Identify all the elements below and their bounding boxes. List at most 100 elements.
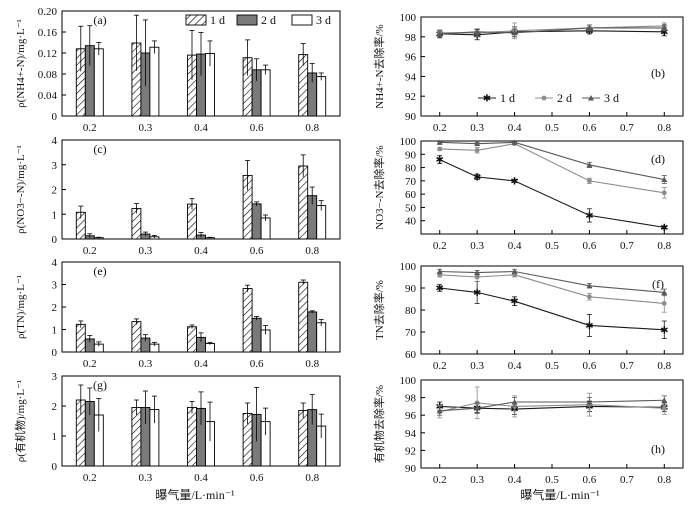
y-axis-label: ρ(TN)/mg·L⁻¹ xyxy=(15,275,27,339)
x-tick-label: 0.6 xyxy=(250,245,264,257)
y-tick-label: 0.08 xyxy=(38,69,58,81)
legend-marker: ✱ xyxy=(483,94,491,105)
y-axis-label: TN去除率/% xyxy=(372,280,386,340)
bar xyxy=(187,326,197,353)
y-tick-label: 50 xyxy=(405,202,417,214)
panel-f: 60 70 80 90 100 TN去除率/% 0.2 0.3 0.4 0.5 0.6 0.7 0.8 ✱… xyxy=(372,261,684,372)
bar xyxy=(131,321,142,353)
point-triangle xyxy=(436,407,443,414)
point-triangle xyxy=(474,28,481,35)
x-tick-label: 0.2 xyxy=(83,358,97,370)
series-line xyxy=(439,143,665,194)
x-tick-label: 0.2 xyxy=(83,245,97,257)
bar xyxy=(260,217,271,240)
bar xyxy=(75,323,86,353)
x-tick-label: 0.3 xyxy=(139,245,153,257)
point-triangle xyxy=(511,139,518,145)
y-tick-label: 0 xyxy=(52,347,58,359)
y-axis-label: NH4+-N去除率/% xyxy=(372,24,386,108)
y-tick-label: 1 xyxy=(52,209,58,221)
bar xyxy=(298,281,309,353)
y-tick-label: 0.04 xyxy=(38,90,58,102)
x-tick-label: 0.6 xyxy=(583,122,597,134)
x-tick-label: 0.7 xyxy=(620,360,634,372)
y-tick-label: 100 xyxy=(400,12,417,24)
y-tick-label: 60 xyxy=(405,349,417,361)
x-tick-label: 0.3 xyxy=(470,122,484,134)
bar xyxy=(187,407,197,467)
point-triangle xyxy=(586,399,593,405)
legend-bars: 1 d 2 d 3 d xyxy=(185,13,331,27)
x-tick-label: 0.7 xyxy=(620,240,634,252)
x-tick-label: 0.8 xyxy=(305,245,319,257)
x-tick-label: 0.2 xyxy=(83,122,97,134)
x-tick-label: 0.5 xyxy=(545,360,559,372)
y-tick-label: 94 xyxy=(405,428,417,440)
x-tick-label: 0.2 xyxy=(433,360,447,372)
x-tick-label: 0.6 xyxy=(250,472,264,484)
x-tick-label: 0.3 xyxy=(470,360,484,372)
point-triangle xyxy=(586,24,593,31)
y-tick-label: 98 xyxy=(405,32,417,44)
panel-label: (f) xyxy=(652,277,664,291)
x-tick-label: 0.3 xyxy=(139,472,153,484)
x-tick-label: 0.2 xyxy=(433,240,447,252)
x-tick-label: 0.8 xyxy=(305,472,319,484)
y-tick-label: 4 xyxy=(52,257,58,269)
panel-label: (b) xyxy=(651,66,665,80)
y-tick-label: 0 xyxy=(52,111,58,123)
x-tick-label: 0.4 xyxy=(508,474,522,486)
point-triangle xyxy=(661,176,668,183)
point-star: ✱ xyxy=(585,211,593,222)
y-tick-label: 0 xyxy=(52,461,58,473)
y-tick-label: 100 xyxy=(400,375,417,387)
y-tick-label: 92 xyxy=(405,445,416,457)
point-circle xyxy=(474,147,480,153)
x-tick-label: 0.5 xyxy=(545,122,559,134)
y-tick-label: 1 xyxy=(52,431,58,443)
y-tick-label: 0.16 xyxy=(38,27,58,39)
x-tick-label: 0.4 xyxy=(508,122,522,134)
point-circle xyxy=(661,405,667,411)
series-line xyxy=(439,159,665,228)
y-axis-label: ρ(NO3−-N)/mg·L⁻¹ xyxy=(15,145,27,234)
panel-a: 0 0.04 0.08 0.12 0.16 0.20 ρ(NH4+-N)/mg·L⁻¹ 0.2… xyxy=(15,6,341,134)
x-tick-label: 0.8 xyxy=(657,240,671,252)
y-tick-label: 2 xyxy=(52,401,58,413)
y-tick-label: 92 xyxy=(405,91,416,103)
x-tick-label: 0.4 xyxy=(194,472,208,484)
point-circle xyxy=(587,178,592,184)
legend-marker xyxy=(541,95,547,101)
legend-label: 3 d xyxy=(316,13,331,27)
point-circle xyxy=(661,190,667,196)
point-triangle xyxy=(511,29,518,36)
x-tick-label: 0.7 xyxy=(620,474,634,486)
legend-swatch xyxy=(185,14,207,26)
panel-e: 0 1 2 3 4 ρ(TN)/mg·L⁻¹ 0.2 0.3 0.4 0.6 0.8 (e) xyxy=(15,257,341,370)
x-tick-label: 0.3 xyxy=(139,122,153,134)
panel-c: 0 1 2 3 4 ρ(NO3−-N)/mg·L⁻¹ 0.2 0.3 0.4 0.6 0.8 (c) xyxy=(15,135,341,257)
y-tick-label: 80 xyxy=(405,163,417,175)
point-star: ✱ xyxy=(436,155,444,166)
bar xyxy=(131,407,142,467)
x-tick-label: 0.8 xyxy=(305,358,319,370)
x-tick-label: 0.2 xyxy=(433,122,447,134)
y-tick-label: 60 xyxy=(405,189,417,201)
bar xyxy=(316,205,327,240)
y-tick-label: 0 xyxy=(52,234,58,246)
y-tick-label: 100 xyxy=(400,136,417,148)
legend-label: 1 d xyxy=(210,13,225,27)
point-star: ✱ xyxy=(436,284,444,295)
y-tick-label: 70 xyxy=(405,176,417,188)
bar xyxy=(149,46,160,117)
y-tick-label: 80 xyxy=(405,305,417,317)
panel-label: (h) xyxy=(651,442,665,456)
y-tick-label: 0.20 xyxy=(38,6,58,18)
point-triangle xyxy=(661,24,668,31)
bar xyxy=(205,343,215,353)
panel-g: 0 1 2 3 ρ(有机物)/mg·L⁻¹ 0.2 0.3 0.4 0.6 0.8 (g) xyxy=(13,371,341,484)
panel-label: (g) xyxy=(93,378,107,392)
y-tick-label: 70 xyxy=(405,327,417,339)
point-circle xyxy=(587,294,592,300)
